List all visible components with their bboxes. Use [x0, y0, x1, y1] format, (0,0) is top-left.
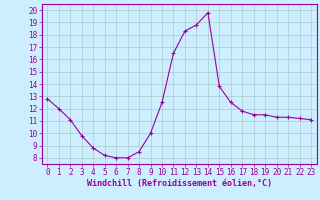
X-axis label: Windchill (Refroidissement éolien,°C): Windchill (Refroidissement éolien,°C)	[87, 179, 272, 188]
